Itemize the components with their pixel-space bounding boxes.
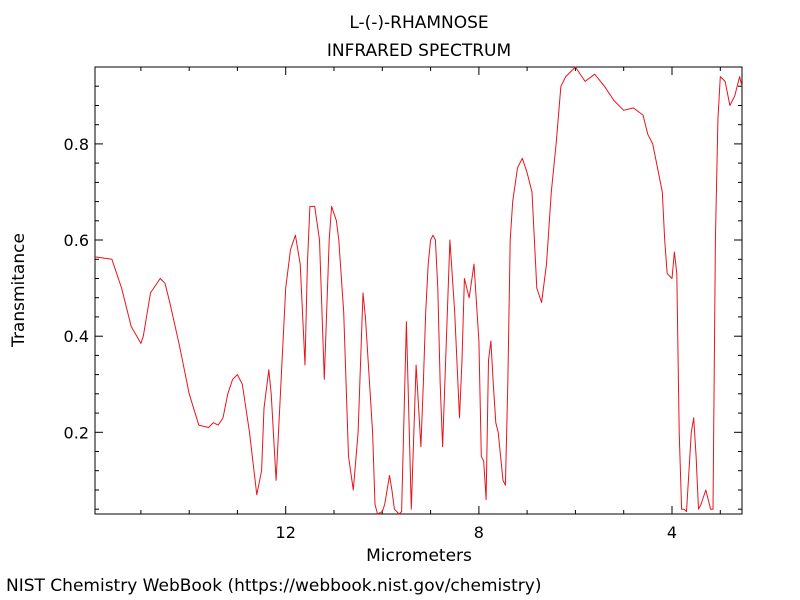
y-axis-tick-labels: 0.2 0.4 0.6 0.8 (64, 135, 89, 442)
x-axis-tick-labels: 12 8 4 (276, 523, 678, 542)
y-axis-label: Transmitance (9, 233, 29, 348)
x-axis-label: Micrometers (366, 546, 472, 566)
x-tick-label: 12 (276, 523, 296, 542)
y-tick-label: 0.2 (64, 423, 89, 442)
y-axis-ticks (95, 85, 742, 510)
y-tick-label: 0.6 (64, 231, 89, 250)
spectrum-line (94, 66, 743, 515)
x-tick-label: 4 (667, 523, 677, 542)
x-tick-label: 8 (474, 523, 484, 542)
source-footer: NIST Chemistry WebBook (https://webbook.… (6, 576, 542, 596)
chart-title: L-(-)-RHAMNOSE (349, 13, 488, 33)
y-tick-label: 0.4 (64, 327, 89, 346)
plot-frame (94, 66, 743, 515)
y-tick-label: 0.8 (64, 135, 89, 154)
x-axis-ticks (140, 67, 721, 514)
chart-subtitle: INFRARED SPECTRUM (327, 41, 511, 61)
